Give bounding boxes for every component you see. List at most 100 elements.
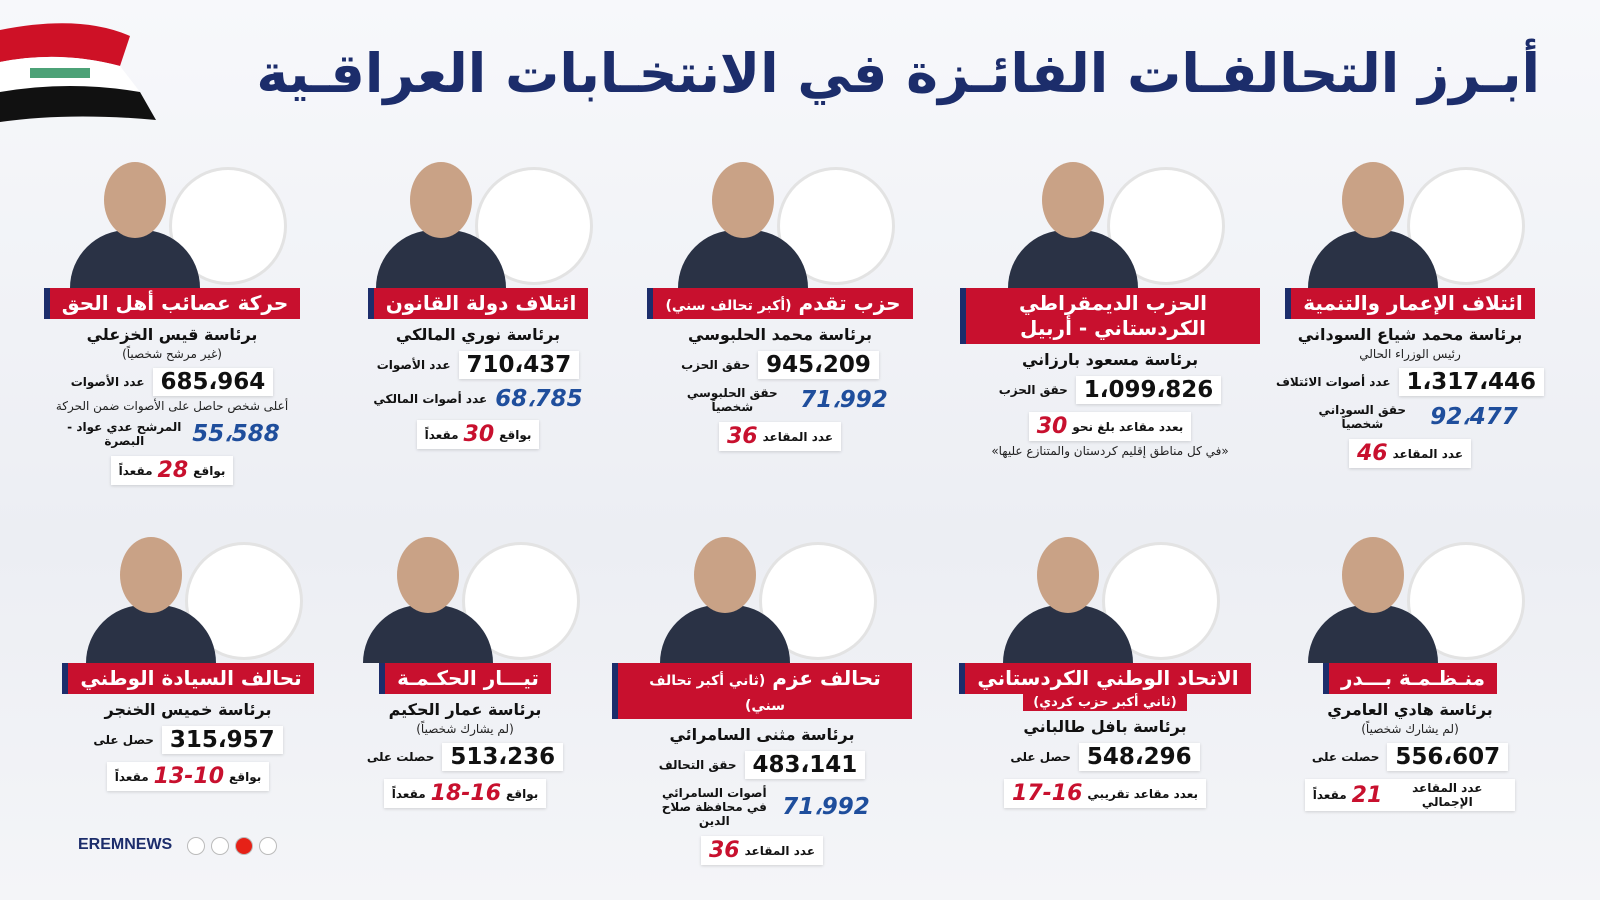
party-name: تحالف السيادة الوطني [62,663,314,694]
party-card: تحالف عزم (ثاني أكبر تحالف سني) برئاسة مث… [612,525,912,865]
party-name-text: ائتلاف دولة القانون [385,291,577,315]
seats-row: بعدد مقاعد بلغ نحو 30 [1028,412,1192,441]
party-card: حركة عصائب أهل الحق برئاسة قيس الخزعلي (غي… [22,150,322,485]
personal-label: عدد أصوات المالكي [373,392,488,406]
party-name-text: ائتلاف الإعمار والتنمية [1303,291,1523,315]
personal-value: 71،992 [800,387,888,413]
photo [58,525,318,663]
votes-label: عدد الأصوات [70,375,145,389]
party-sub: (ثاني أكبر تحالف سني) [649,673,786,714]
seats-label: بواقع [499,427,532,442]
party-name-text: الحزب الديمقراطي الكردستاني - أربيل [1019,291,1207,340]
instagram-icon[interactable] [260,838,276,854]
leader: برئاسة محمد شياع السوداني [1297,325,1523,344]
party-name-text: منـظـمـة بـــدر [1340,666,1486,690]
party-card: الاتحاد الوطني الكردستاني (ثاني أكبر حزب … [955,525,1255,808]
note: (لم يشارك شخصياً) [1361,722,1459,736]
photo [975,525,1235,663]
votes-row: 548،296 حصل على [1010,743,1200,771]
seats-label: عدد المقاعد [762,429,834,444]
votes-row: 945،209 حقق الحزب [681,351,879,379]
votes-value: 483،141 [744,751,866,779]
party-name: حزب تقدم (أكبر تحالف سني) [647,288,913,319]
portrait-head [410,162,472,238]
votes-row: 556،607 حصلت على [1311,743,1509,771]
seats-label: بعدد مقاعد بلغ نحو [1072,419,1184,434]
portrait-head [712,162,774,238]
leader: برئاسة بافل طالباني [1023,717,1187,736]
personal-label: حقق الحلبوسي شخصياً [686,386,778,414]
votes-row: 315،957 حصل على [93,726,283,754]
votes-label: حقق التحالف [658,758,737,772]
portrait-head [1342,537,1404,613]
seats-label: عدد المقاعد [1392,446,1464,461]
portrait-head [1037,537,1099,613]
title: أبـرز التحالفـات الفائـزة في الانتخـابات… [256,42,1540,105]
seats-row: عدد المقاعد 36 [718,422,842,451]
youtube-icon[interactable] [236,838,252,854]
leader: برئاسة خميس الخنجر [104,700,272,719]
votes-row: 483،141 حقق التحالف [659,751,866,779]
portrait-head [104,162,166,238]
party-name-text: حركة عصائب أهل الحق [61,291,289,315]
seats-label: عدد المقاعد الإجمالي [1412,781,1483,809]
personal-row: 71،992 حقق الحلبوسي شخصياً [672,386,888,414]
seats-value: 36 [726,424,758,449]
photo [1280,150,1540,288]
party-name-text: تحالف عزم [772,666,881,690]
seats-row: بواقع 28 مقعداً [110,456,234,485]
party-name: الاتحاد الوطني الكردستاني [959,663,1251,694]
seats-unit: مقعداً [424,427,459,442]
party-name: منـظـمـة بـــدر [1322,663,1498,694]
party-name: الحزب الديمقراطي الكردستاني - أربيل [960,288,1260,344]
photo [980,150,1240,288]
personal-row: 55،588 المرشح عدي عواد - البصرة [64,420,280,448]
party-name: حركة عصائب أهل الحق [43,288,301,319]
seats-value: 13-10 [153,764,225,789]
party-card: ائتلاف الإعمار والتنمية برئاسة محمد شياع … [1260,150,1560,468]
personal-label: أصوات السامرائي في محافظة صلاح الدين [661,786,767,828]
votes-row: 513،236 حصلت على [367,743,564,771]
seats-label: بواقع [229,769,262,784]
votes-value: 556،607 [1387,743,1509,771]
party-card: تيـــار الحكـمـة برئاسة عمار الحكيم (لم يش… [315,525,615,808]
votes-label: حقق الحزب [681,358,751,372]
seats-value: 30 [463,422,495,447]
footnote: «في كل مناطق إقليم كردستان والمتنازع علي… [991,444,1229,458]
party-name-text: تحالف السيادة الوطني [80,666,302,690]
note: رئيس الوزراء الحالي [1359,347,1461,361]
votes-value: 513،236 [442,743,564,771]
photo [1280,525,1540,663]
votes-label: حصلت على [1311,750,1380,764]
party-name: تيـــار الحكـمـة [379,663,551,694]
leader: برئاسة قيس الخزعلي [86,325,258,344]
facebook-icon[interactable] [188,838,204,854]
personal-value: 92،477 [1430,404,1518,430]
votes-value: 945،209 [758,351,879,379]
party-name: ائتلاف دولة القانون [367,288,589,319]
votes-label: حصل على [93,733,154,747]
votes-label: عدد أصوات الائتلاف [1275,375,1391,389]
votes-row: 1،317،446 عدد أصوات الائتلاف [1275,368,1545,396]
personal-value: 71،992 [782,794,870,820]
portrait-head [694,537,756,613]
seats-label: بعدد مقاعد تقريبي [1087,786,1198,801]
personal-row: 71،992 أصوات السامرائي في محافظة صلاح الد… [654,786,870,828]
leader: برئاسة مثنى السامرائي [669,725,855,744]
x-icon[interactable] [212,838,228,854]
personal-label: حقق السوداني شخصياً [1318,403,1407,431]
party-name: ائتلاف الإعمار والتنمية [1285,288,1535,319]
votes-label: حصل على [1010,750,1071,764]
personal-row: 68،785 عدد أصوات المالكي [373,386,582,412]
votes-value: 548،296 [1078,743,1200,771]
photo [348,150,608,288]
personal-label: المرشح عدي عواد - البصرة [67,420,182,448]
brand: EREMNEWS [78,836,173,853]
seats-value: 18-16 [430,781,502,806]
photo [335,525,595,663]
photo [42,150,302,288]
leader: برئاسة مسعود بارزاني [1021,350,1199,369]
party-sub: (أكبر تحالف سني) [665,298,792,314]
votes-value: 685،964 [152,368,274,396]
